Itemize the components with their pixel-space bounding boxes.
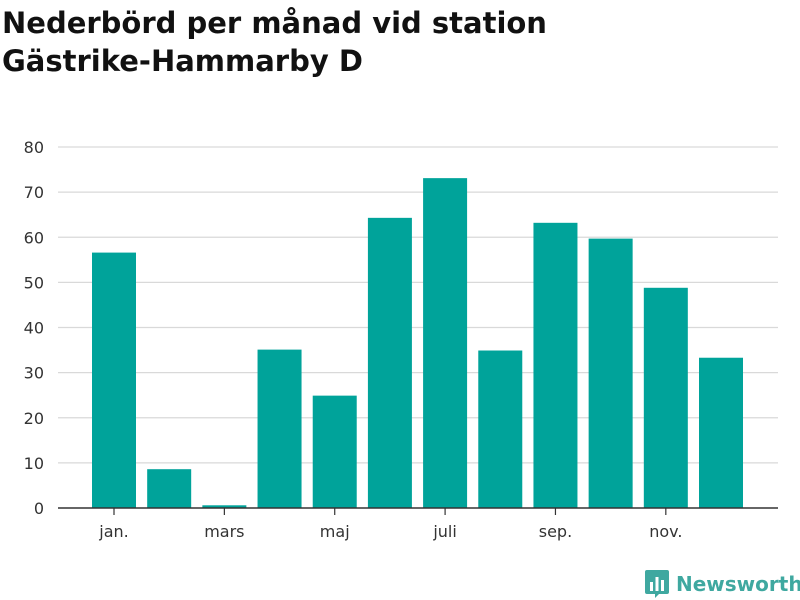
x-tick-label: mars (204, 522, 244, 541)
bar-apr (257, 349, 302, 508)
brand-name: Newsworthy (676, 572, 800, 596)
bar-jan (92, 252, 136, 508)
bar-juni (367, 217, 412, 508)
bar-juli (423, 178, 468, 509)
y-tick-label: 40 (24, 319, 44, 338)
y-tick-label: 20 (24, 409, 44, 428)
x-tick-label: juli (432, 522, 456, 541)
newsworthy-logo: Newsworthy (644, 569, 800, 599)
y-tick-label: 50 (24, 273, 44, 292)
bar-aug (478, 350, 523, 508)
y-tick-label: 80 (24, 138, 44, 157)
bar-dec (699, 357, 743, 508)
bar-okt (588, 238, 633, 508)
x-axis-ticks: jan. mars maj juli sep. nov. (98, 508, 682, 541)
x-tick-label: jan. (98, 522, 128, 541)
y-tick-label: 60 (24, 228, 44, 247)
bar-mars (202, 505, 247, 508)
y-tick-label: 70 (24, 183, 44, 202)
bar-nov (643, 287, 688, 508)
y-axis-tick-labels: 0 10 20 30 40 50 60 70 80 (24, 138, 44, 518)
newsworthy-logo-icon (645, 570, 669, 598)
y-tick-label: 30 (24, 364, 44, 383)
bar-sep (533, 222, 578, 508)
y-tick-label: 0 (34, 499, 44, 518)
bar-feb (147, 469, 192, 508)
chart-title: Nederbörd per månad vid station Gästrike… (2, 6, 547, 78)
y-tick-label: 10 (24, 454, 44, 473)
x-tick-label: maj (320, 522, 350, 541)
bars (92, 178, 743, 509)
x-tick-label: nov. (649, 522, 682, 541)
bar-maj (312, 395, 357, 508)
x-tick-label: sep. (539, 522, 572, 541)
